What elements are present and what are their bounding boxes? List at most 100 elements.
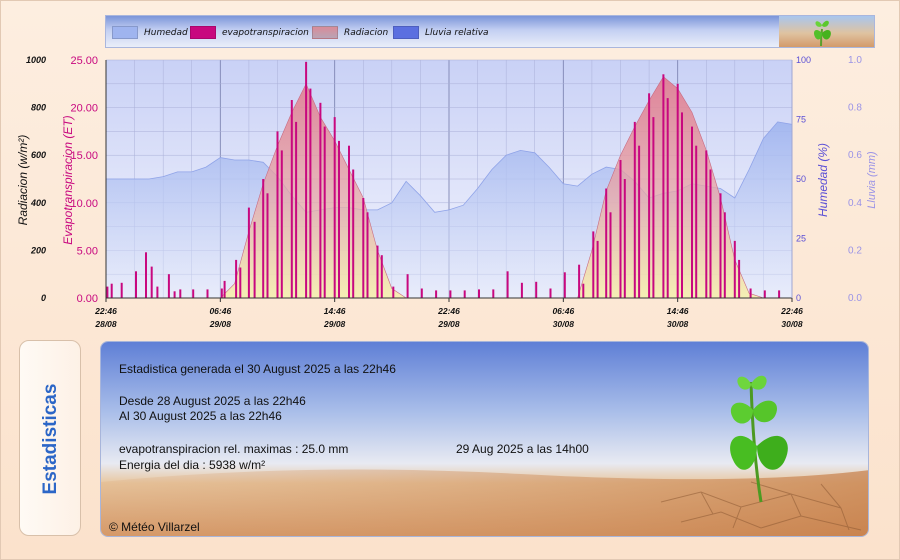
legend-label-radiation: Radiacion bbox=[344, 27, 389, 38]
et-bar bbox=[605, 188, 608, 298]
et-bar bbox=[239, 267, 242, 298]
et-bar bbox=[179, 289, 182, 298]
desert-background-image bbox=[101, 342, 868, 536]
legend-item-humidity: Humedad bbox=[112, 26, 188, 39]
et-bar bbox=[719, 193, 722, 298]
et-bar bbox=[705, 150, 708, 298]
tick-radiation: 200 bbox=[30, 245, 46, 255]
x-tick-time: 14:46 bbox=[324, 306, 346, 316]
axes: 020040060080010000.005.0010.0015.0020.00… bbox=[16, 55, 878, 329]
et-bar bbox=[435, 290, 438, 298]
legend-item-rain: Lluvia relativa bbox=[393, 26, 489, 39]
et-bar bbox=[578, 264, 581, 298]
stats-tab[interactable]: Estadisticas bbox=[19, 340, 81, 536]
legend-swatch-humidity bbox=[112, 26, 138, 39]
et-bar bbox=[295, 121, 298, 299]
et-bar bbox=[145, 252, 147, 298]
x-tick-time: 06:46 bbox=[552, 306, 574, 316]
x-tick-date: 28/08 bbox=[94, 319, 117, 329]
stats-to: Al 30 August 2025 a las 22h46 bbox=[119, 409, 282, 423]
legend-desert-image bbox=[779, 16, 874, 47]
tick-radiation: 400 bbox=[30, 198, 46, 208]
x-tick-date: 30/08 bbox=[553, 319, 575, 329]
et-bar bbox=[333, 117, 336, 298]
tick-et: 20.00 bbox=[70, 103, 98, 115]
legend-label-humidity: Humedad bbox=[144, 27, 188, 38]
et-bar bbox=[192, 289, 195, 298]
copyright: © Météo Villarzel bbox=[109, 520, 200, 534]
et-bar bbox=[723, 212, 726, 298]
stats-energy: Energia del dia : 5938 w/m² bbox=[119, 458, 266, 472]
tick-humidity: 0 bbox=[796, 293, 801, 303]
et-bars bbox=[106, 61, 781, 299]
tick-rain: 0.2 bbox=[848, 245, 862, 256]
et-bar bbox=[648, 93, 651, 298]
x-tick-date: 29/08 bbox=[209, 319, 232, 329]
axis-title-rain: Lluvia (mm) bbox=[866, 151, 878, 209]
et-bar bbox=[309, 88, 312, 298]
tick-rain: 0.0 bbox=[848, 293, 862, 304]
et-bar bbox=[290, 100, 293, 298]
et-bar bbox=[609, 212, 612, 298]
et-bar bbox=[666, 98, 669, 298]
legend-swatch-et bbox=[190, 26, 216, 39]
tick-humidity: 50 bbox=[796, 174, 806, 184]
et-bar bbox=[120, 282, 123, 298]
tick-rain: 0.8 bbox=[848, 103, 862, 114]
et-bar bbox=[582, 283, 585, 298]
legend-swatch-radiation bbox=[312, 26, 338, 39]
et-bar bbox=[478, 289, 480, 298]
et-bar bbox=[733, 240, 736, 298]
x-tick-time: 22:46 bbox=[780, 306, 803, 316]
et-bar bbox=[150, 266, 153, 298]
et-bar bbox=[135, 271, 137, 298]
et-bar bbox=[492, 289, 495, 298]
et-bar bbox=[280, 150, 283, 298]
et-bar bbox=[262, 179, 265, 298]
et-bar bbox=[266, 193, 269, 298]
x-tick-time: 22:46 bbox=[437, 306, 460, 316]
et-bar bbox=[110, 283, 113, 298]
et-bar bbox=[206, 289, 209, 298]
stats-panel: Estadistica generada el 30 August 2025 a… bbox=[100, 341, 869, 537]
et-bar bbox=[366, 212, 369, 298]
et-bar bbox=[380, 255, 383, 298]
et-bar bbox=[235, 259, 238, 298]
chart-legend: Humedad evapotranspiracion Radiacion Llu… bbox=[105, 15, 875, 48]
weather-chart: 020040060080010000.005.0010.0015.0020.00… bbox=[16, 55, 878, 329]
et-bar bbox=[323, 126, 326, 298]
tick-humidity: 100 bbox=[796, 55, 811, 65]
tick-humidity: 75 bbox=[796, 115, 806, 125]
et-bar bbox=[156, 286, 159, 298]
et-bar bbox=[592, 231, 595, 298]
x-tick-date: 30/08 bbox=[667, 319, 689, 329]
et-bar bbox=[247, 207, 250, 298]
et-bar bbox=[506, 271, 509, 298]
et-bar bbox=[106, 286, 109, 298]
x-tick-date: 29/08 bbox=[437, 319, 460, 329]
tick-et: 0.00 bbox=[77, 293, 98, 305]
tick-radiation: 600 bbox=[31, 150, 46, 160]
et-bar bbox=[652, 117, 655, 298]
plant-illustration bbox=[730, 375, 788, 503]
sprout-icon bbox=[813, 20, 831, 47]
et-bar bbox=[420, 288, 423, 298]
et-bar bbox=[220, 288, 223, 298]
et-bar bbox=[276, 131, 279, 298]
et-bar bbox=[662, 74, 665, 298]
tick-et: 25.00 bbox=[70, 55, 98, 67]
legend-label-et: evapotranspiracion bbox=[222, 27, 309, 38]
tick-radiation: 0 bbox=[41, 293, 46, 303]
et-bar bbox=[305, 61, 308, 299]
et-bar bbox=[449, 290, 452, 298]
legend-item-et: evapotranspiracion bbox=[190, 26, 309, 39]
et-bar bbox=[520, 282, 523, 298]
et-bar bbox=[749, 288, 752, 298]
tick-humidity: 25 bbox=[796, 234, 806, 244]
x-tick-time: 14:46 bbox=[667, 306, 689, 316]
et-bar bbox=[563, 272, 566, 298]
et-bar bbox=[633, 121, 636, 299]
et-bar bbox=[778, 290, 781, 298]
stats-max-et: evapotranspiracion rel. maximas : 25.0 m… bbox=[119, 442, 349, 456]
axis-title-et: Evapotranspiracion (ET) bbox=[61, 115, 75, 244]
